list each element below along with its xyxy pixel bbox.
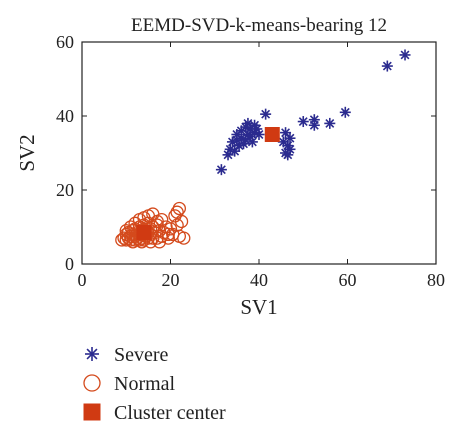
normal-point: [161, 227, 175, 242]
severe-point: [284, 143, 296, 155]
y-tick-label: 20: [56, 180, 74, 200]
normal-point: [146, 207, 160, 221]
severe-point: [215, 164, 227, 176]
legend-normal-marker: [83, 374, 101, 392]
legend-severe-marker: [85, 347, 99, 361]
y-axis-label: SV2: [15, 134, 39, 171]
y-tick-label: 60: [56, 32, 74, 52]
severe-point: [399, 49, 411, 61]
normal-point: [177, 231, 191, 245]
severe-point: [253, 129, 265, 140]
cluster-center-point: [136, 225, 152, 241]
severe-point: [297, 116, 309, 128]
normal-point: [152, 235, 167, 249]
normal-point: [163, 222, 178, 236]
normal-point: [126, 235, 140, 249]
cluster-center-point: [264, 127, 280, 142]
severe-point: [284, 132, 296, 144]
normal-point: [170, 205, 184, 219]
y-tick-label: 40: [56, 106, 74, 126]
x-tick-label: 60: [339, 270, 357, 290]
x-tick-label: 40: [250, 270, 268, 290]
legend-cluster-center-label: Cluster center: [114, 402, 226, 424]
legend: Severe Normal Cluster center: [83, 344, 226, 424]
x-tick-label: 80: [427, 270, 445, 290]
axis-ticks: 0 20 40 60 80 0 20 40 60: [56, 32, 445, 290]
severe-point: [260, 108, 272, 120]
severe-point: [308, 114, 320, 126]
legend-normal-label: Normal: [114, 373, 176, 395]
legend-severe-label: Severe: [114, 344, 169, 366]
x-tick-label: 20: [162, 270, 180, 290]
normal-point: [172, 201, 187, 216]
chart-title: EEMD-SVD-k-means-bearing 12: [131, 15, 387, 36]
severe-point: [339, 106, 351, 118]
severe-point: [381, 60, 393, 72]
y-tick-label: 0: [65, 254, 74, 274]
x-tick-label: 0: [78, 270, 87, 290]
x-axis-label: SV1: [240, 295, 277, 319]
normal-point: [119, 224, 133, 238]
severe-point: [324, 117, 336, 129]
plot-marks: [115, 49, 411, 249]
legend-cluster-center-marker: [83, 403, 101, 421]
severe-point: [246, 136, 258, 148]
